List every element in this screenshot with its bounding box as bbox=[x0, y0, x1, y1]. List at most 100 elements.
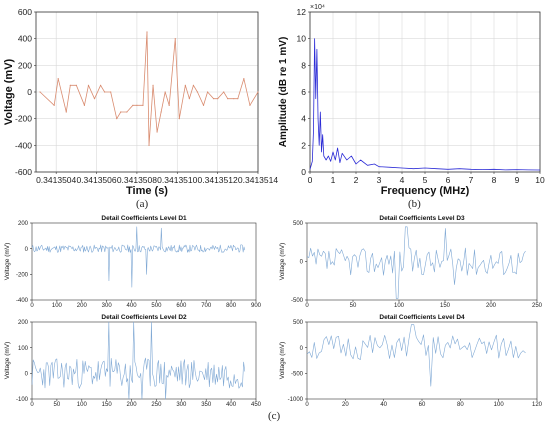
data-point bbox=[227, 98, 229, 100]
y-axis-label: Voltage (mV) bbox=[279, 243, 286, 281]
x-tick-label: 800 bbox=[226, 303, 237, 309]
x-tick-label: 1 bbox=[331, 175, 336, 185]
data-point bbox=[184, 84, 186, 86]
y-tick-label: -500 bbox=[291, 298, 304, 304]
x-tick-label: 0.3413504 bbox=[36, 175, 76, 185]
x-tick-label: 600 bbox=[176, 303, 187, 309]
y-tick-label: 0 bbox=[27, 87, 32, 97]
data-point bbox=[164, 91, 166, 93]
x-tick-label: 0.3413506 bbox=[76, 175, 116, 185]
x-tick-label: 80 bbox=[457, 402, 464, 408]
chart-a-time-voltage: 0.3413504 0.3413506 0.3413508 0.3413510 0.34… bbox=[3, 7, 278, 197]
y-tick-label: 0 bbox=[300, 260, 304, 266]
y-tick-label: -1000 bbox=[288, 397, 304, 403]
y-tick-label: -500 bbox=[291, 371, 304, 377]
x-tick-label: 0.3413510 bbox=[157, 175, 197, 185]
y-tick-label: -600 bbox=[15, 167, 32, 177]
data-point bbox=[75, 84, 77, 86]
y-tick-label: 10 bbox=[297, 34, 307, 44]
data-point bbox=[87, 84, 90, 86]
x-tick-label: 100 bbox=[52, 303, 63, 309]
x-tick-label: 300 bbox=[176, 402, 187, 408]
caption-b: (b) bbox=[408, 198, 421, 210]
x-tick-label: 0.3413512 bbox=[198, 175, 238, 185]
y-axis-label: Voltage (mV) bbox=[3, 58, 15, 125]
signal-line bbox=[306, 226, 526, 299]
data-point bbox=[57, 78, 59, 80]
data-point bbox=[257, 91, 259, 93]
y-tick-label: 8 bbox=[301, 60, 306, 70]
x-tick-label: 450 bbox=[251, 402, 262, 408]
data-point bbox=[39, 91, 41, 93]
y-tick-label: 200 bbox=[18, 221, 29, 227]
y-axis-label: Voltage (mV) bbox=[4, 342, 11, 380]
y-axis-label: Voltage (mV) bbox=[4, 243, 11, 281]
series-line bbox=[39, 31, 259, 146]
y-tick-label: 100 bbox=[18, 346, 29, 352]
data-point bbox=[160, 111, 162, 113]
signal-line bbox=[31, 226, 246, 288]
data-point bbox=[237, 98, 239, 100]
data-point bbox=[83, 104, 86, 106]
x-tick-label: 300 bbox=[102, 303, 113, 309]
x-tick-label: 700 bbox=[201, 303, 212, 309]
caption-a: (a) bbox=[136, 198, 149, 210]
data-point bbox=[126, 111, 128, 113]
plot-frame bbox=[306, 321, 538, 400]
signal-line bbox=[31, 321, 246, 400]
y-tick-label: -400 bbox=[15, 140, 32, 150]
x-tick-label: 0 bbox=[30, 303, 34, 309]
data-point bbox=[156, 131, 158, 133]
x-tick-label: 900 bbox=[251, 303, 262, 309]
data-point bbox=[116, 118, 118, 120]
chart-title: Detail Coefficients Level D2 bbox=[101, 314, 187, 321]
y-axis-label: Voltage (mV) bbox=[279, 342, 286, 380]
data-point bbox=[132, 104, 134, 106]
x-axis-label: Frequency (MHz) bbox=[381, 185, 470, 197]
y-tick-label: 2 bbox=[301, 140, 306, 150]
data-point bbox=[192, 84, 195, 86]
data-point bbox=[65, 111, 67, 113]
data-point bbox=[69, 84, 71, 86]
data-point bbox=[136, 104, 138, 106]
chart-detail-d4: 0 20 40 60 80 100 120 -1000 -500 0 500 Detail Coeff… bbox=[279, 314, 543, 408]
plot-frame bbox=[31, 321, 257, 400]
y-tick-label: 600 bbox=[18, 7, 32, 17]
x-tick-label: 150 bbox=[440, 303, 451, 309]
y-tick-label: -100 bbox=[16, 397, 29, 403]
x-tick-label: 6 bbox=[446, 175, 451, 185]
data-point bbox=[152, 84, 154, 86]
x-tick-label: 4 bbox=[400, 175, 405, 185]
x-tick-label: 60 bbox=[419, 402, 426, 408]
x-tick-label: 0.3413514 bbox=[238, 175, 278, 185]
data-point bbox=[53, 104, 55, 106]
data-point bbox=[217, 98, 219, 100]
plot-frame bbox=[31, 222, 257, 301]
chart-detail-d1: 0 100 200 300 400 500 600 700 800 900 -400 -200 0 200… bbox=[4, 215, 262, 309]
y-tick-label: 6 bbox=[301, 87, 306, 97]
y-tick-label: -200 bbox=[15, 114, 32, 124]
x-tick-label: 20 bbox=[342, 402, 349, 408]
data-point bbox=[142, 104, 144, 106]
x-tick-label: 350 bbox=[201, 402, 212, 408]
x-tick-label: 0 bbox=[305, 303, 309, 309]
signal-line bbox=[306, 324, 526, 387]
data-point bbox=[174, 38, 176, 40]
x-tick-label: 400 bbox=[127, 303, 138, 309]
y-tick-label: 12 bbox=[297, 7, 307, 17]
data-point bbox=[223, 91, 225, 93]
x-tick-label: 250 bbox=[151, 402, 162, 408]
y-axis-label: Amplitude (dB re 1 mV) bbox=[278, 37, 289, 148]
x-tick-label: 0 bbox=[30, 402, 34, 408]
data-point bbox=[93, 98, 96, 100]
data-point bbox=[146, 31, 148, 33]
data-point bbox=[120, 111, 122, 113]
x-tick-label: 0.3413508 bbox=[117, 175, 157, 185]
x-tick-label: 7 bbox=[469, 175, 474, 185]
x-tick-label: 10 bbox=[535, 175, 545, 185]
x-tick-label: 9 bbox=[515, 175, 520, 185]
data-point bbox=[196, 91, 199, 93]
x-tick-label: 200 bbox=[77, 303, 88, 309]
